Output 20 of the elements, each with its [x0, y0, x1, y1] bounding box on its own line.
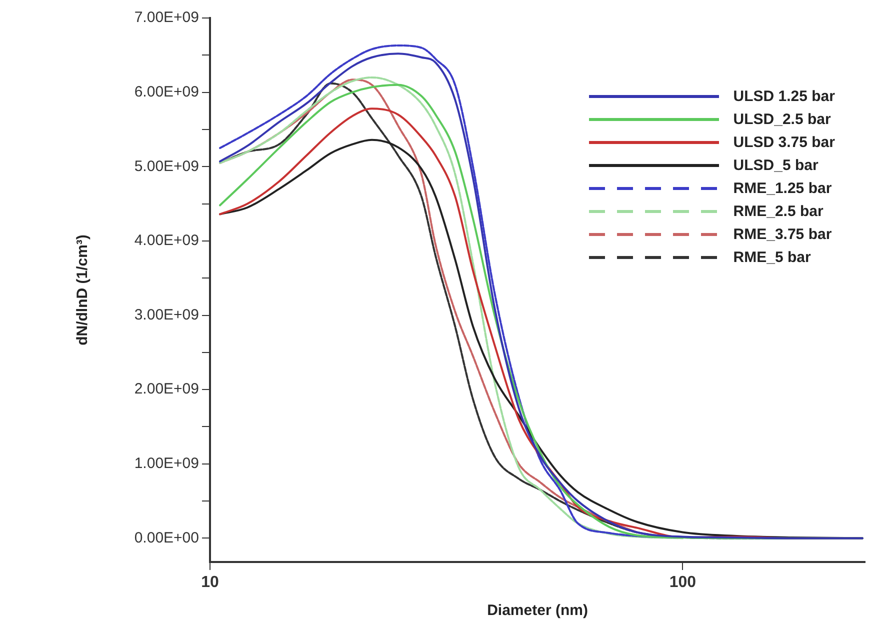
y-tick-label: 3.00E+09	[134, 306, 199, 324]
y-tick-label: 5.00E+09	[134, 158, 199, 175]
legend-label: RME_3.75 bar	[733, 226, 832, 243]
legend-label: ULSD_5 bar	[733, 157, 818, 174]
y-tick-label: 0.00E+00	[134, 529, 199, 546]
x-tick-label: 100	[669, 574, 696, 592]
y-axis-title: dN/dlnD (1/cm³)	[74, 234, 92, 346]
x-tick-label: 10	[201, 574, 219, 592]
legend-label: ULSD_2.5 bar	[733, 111, 831, 128]
x-axis-title: Diameter (nm)	[487, 602, 588, 620]
y-tick-label: 6.00E+09	[134, 83, 199, 100]
y-tick-label: 4.00E+09	[134, 232, 199, 250]
legend-label: RME_5 bar	[733, 249, 811, 266]
y-tick-label: 1.00E+09	[134, 455, 199, 472]
y-tick-label: 7.00E+09	[134, 9, 199, 26]
legend-label: ULSD 1.25 bar	[733, 88, 835, 105]
legend-label: ULSD 3.75 bar	[733, 134, 835, 151]
y-tick-label: 2.00E+09	[134, 380, 199, 398]
legend-label: RME_2.5 bar	[733, 203, 824, 220]
legend-label: RME_1.25 bar	[733, 180, 832, 197]
